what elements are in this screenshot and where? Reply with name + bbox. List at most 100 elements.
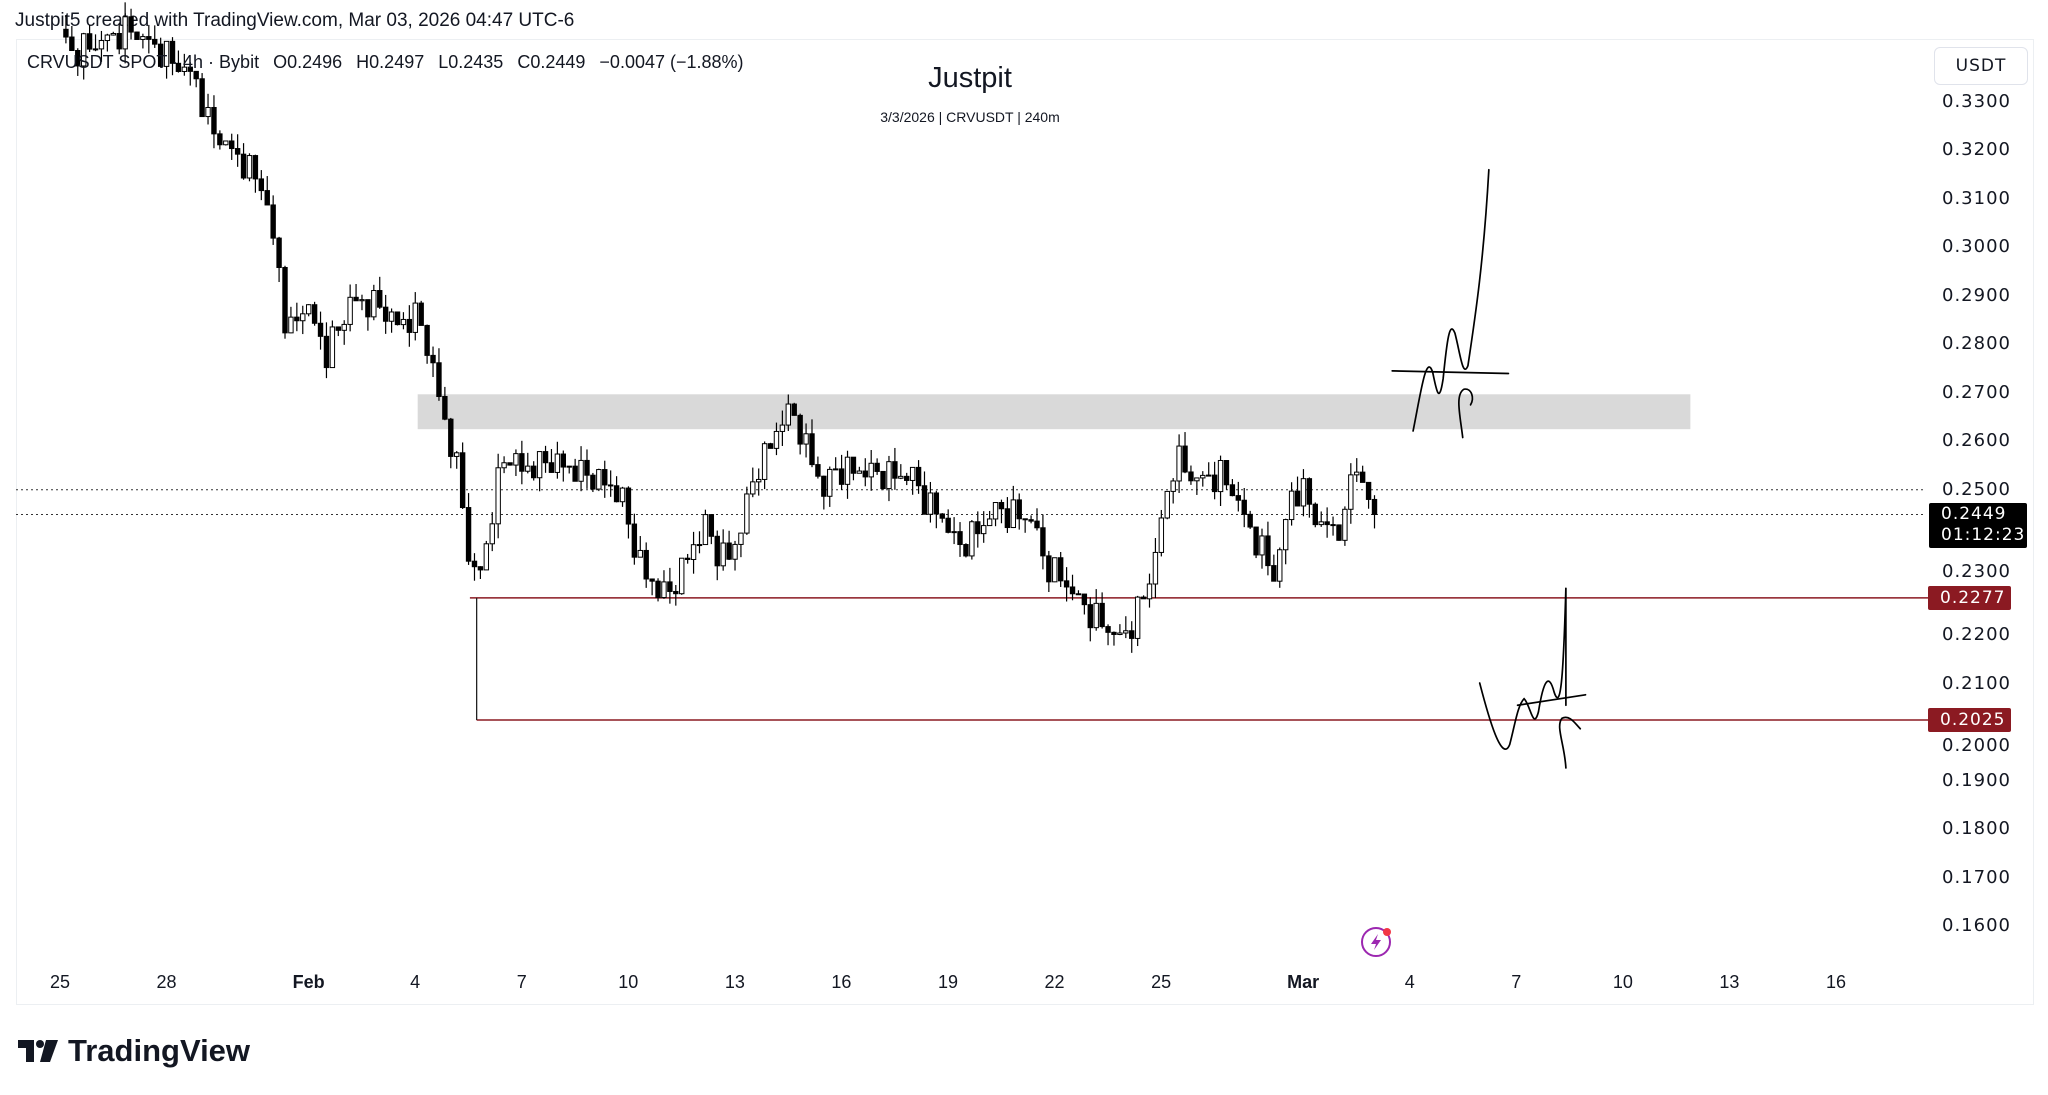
candle: [1022, 518, 1028, 533]
candle: [927, 481, 934, 523]
candle: [673, 585, 679, 606]
candle: [909, 466, 916, 495]
candle: [1140, 595, 1147, 600]
tradingview-logo[interactable]: TradingView: [18, 1033, 250, 1069]
legend-symbol[interactable]: CRVUSDT SPOT · 4h · Bybit: [27, 52, 260, 72]
candle: [1241, 487, 1247, 528]
candle: [779, 410, 786, 446]
drawing-upper-scribble[interactable]: [1412, 168, 1490, 432]
price-tick-label: 0.2300: [1942, 561, 2011, 582]
bar-countdown: 01:12:23: [1941, 525, 2026, 545]
candle: [122, 2, 128, 64]
resistance-zone[interactable]: [417, 394, 1691, 430]
symbol-legend: CRVUSDT SPOT · 4h · Bybit O0.2496 H0.249…: [27, 52, 753, 73]
candle: [1087, 597, 1093, 642]
candle: [1182, 432, 1188, 474]
candle: [738, 532, 744, 558]
candle: [1010, 485, 1017, 529]
candle: [406, 305, 413, 347]
candle: [625, 486, 632, 539]
candle: [702, 509, 709, 546]
drawing-lower-hook[interactable]: [1558, 716, 1582, 769]
drawing-lower-hline[interactable]: [1516, 693, 1587, 707]
candle: [951, 517, 957, 545]
candle: [388, 308, 395, 333]
drawing-lower-scribble[interactable]: [1478, 587, 1567, 750]
candle: [459, 442, 466, 509]
candle: [519, 440, 525, 485]
candle: [317, 311, 324, 350]
candle: [92, 34, 99, 52]
time-tick-label: 4: [410, 972, 421, 992]
candle: [684, 553, 691, 564]
price-tick-label: 0.2700: [1942, 381, 2011, 403]
candle: [152, 25, 158, 48]
candle: [921, 471, 928, 515]
candle: [1146, 573, 1153, 608]
candle: [530, 461, 537, 481]
candle: [578, 446, 584, 492]
tradingview-logo-icon: [18, 1040, 58, 1062]
candle: [1164, 490, 1170, 520]
tradingview-brand: TradingView: [68, 1033, 251, 1068]
candle: [471, 553, 478, 581]
candle: [1034, 508, 1040, 531]
watermark-title: Justpit: [928, 62, 1012, 94]
price-tick-label: 0.2800: [1942, 333, 2011, 355]
time-tick-label: 25: [1151, 972, 1172, 992]
candle: [181, 53, 188, 76]
drawing-upper-hook[interactable]: [1458, 388, 1474, 439]
candle: [359, 294, 365, 311]
candle: [1046, 550, 1052, 593]
candle: [791, 402, 797, 416]
candle: [536, 451, 543, 492]
price-tick-label: 0.2000: [1942, 735, 2011, 756]
candle: [838, 454, 845, 491]
candle: [815, 456, 821, 479]
candle: [1265, 521, 1271, 576]
time-tick-label: 4: [1404, 972, 1415, 992]
candle: [377, 276, 383, 309]
candle: [1004, 497, 1011, 533]
candle: [649, 578, 655, 596]
currency-button[interactable]: USDT: [1934, 47, 2028, 85]
candle: [223, 140, 229, 146]
candle: [1359, 465, 1366, 483]
candle: [163, 40, 170, 79]
candle: [98, 30, 105, 62]
candle: [371, 284, 377, 321]
candle: [1134, 595, 1141, 647]
candle: [761, 441, 768, 490]
candle: [1111, 631, 1117, 646]
candle: [282, 265, 288, 339]
candle: [1271, 554, 1277, 582]
watermark-subtitle: 3/3/2026 | CRVUSDT | 240m: [880, 109, 1060, 125]
candle: [146, 24, 152, 54]
candle: [880, 470, 886, 491]
candle: [1028, 515, 1034, 524]
candle: [767, 442, 774, 449]
candle: [590, 472, 596, 493]
candle: [986, 510, 993, 527]
candle: [708, 514, 715, 545]
candle: [448, 417, 454, 469]
candle: [1075, 590, 1082, 596]
time-tick-label: 13: [724, 972, 745, 992]
candle: [785, 394, 792, 432]
candle: [465, 493, 472, 565]
candle: [898, 464, 904, 480]
candle: [1235, 481, 1242, 512]
drawing-upper-hline[interactable]: [1391, 370, 1510, 375]
support-line-label-2: 0.2025: [1928, 708, 2011, 732]
candle: [335, 326, 341, 337]
price-tick-label: 0.2100: [1942, 672, 2011, 694]
candle: [436, 348, 442, 401]
candle: [744, 486, 750, 535]
candle: [1123, 616, 1129, 639]
lightning-icon[interactable]: [1361, 927, 1391, 957]
candle: [276, 236, 282, 283]
candle: [347, 284, 353, 332]
price-tick-label: 0.3300: [1942, 91, 2011, 112]
candle: [542, 445, 549, 473]
